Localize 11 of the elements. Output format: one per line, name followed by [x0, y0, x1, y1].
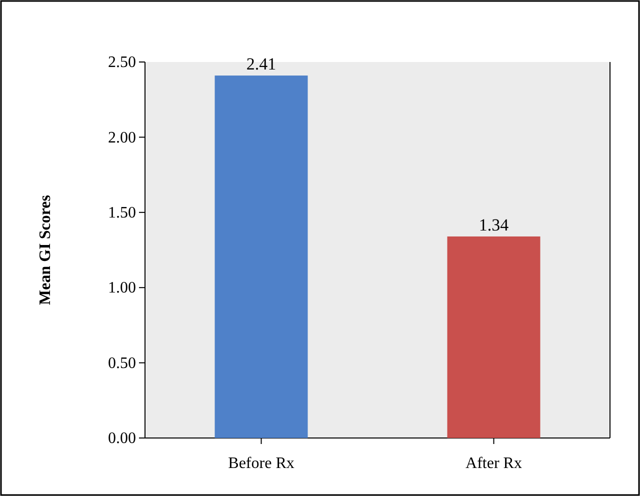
y-tick-label: 1.50 [108, 204, 136, 222]
data-label: 2.41 [246, 54, 276, 74]
y-tick-label: 2.50 [108, 54, 136, 72]
data-label: 1.34 [478, 215, 510, 234]
x-tick-label: After Rx [466, 454, 522, 472]
y-tick-label: 0.50 [108, 354, 136, 372]
y-tick-label: 1.00 [108, 280, 136, 297]
y-axis-title: Mean GI Scores [37, 195, 54, 305]
y-tick-label: 2.00 [108, 129, 136, 146]
x-tick-label: Before Rx [228, 454, 294, 472]
y-tick-label: 0.00 [108, 430, 136, 448]
